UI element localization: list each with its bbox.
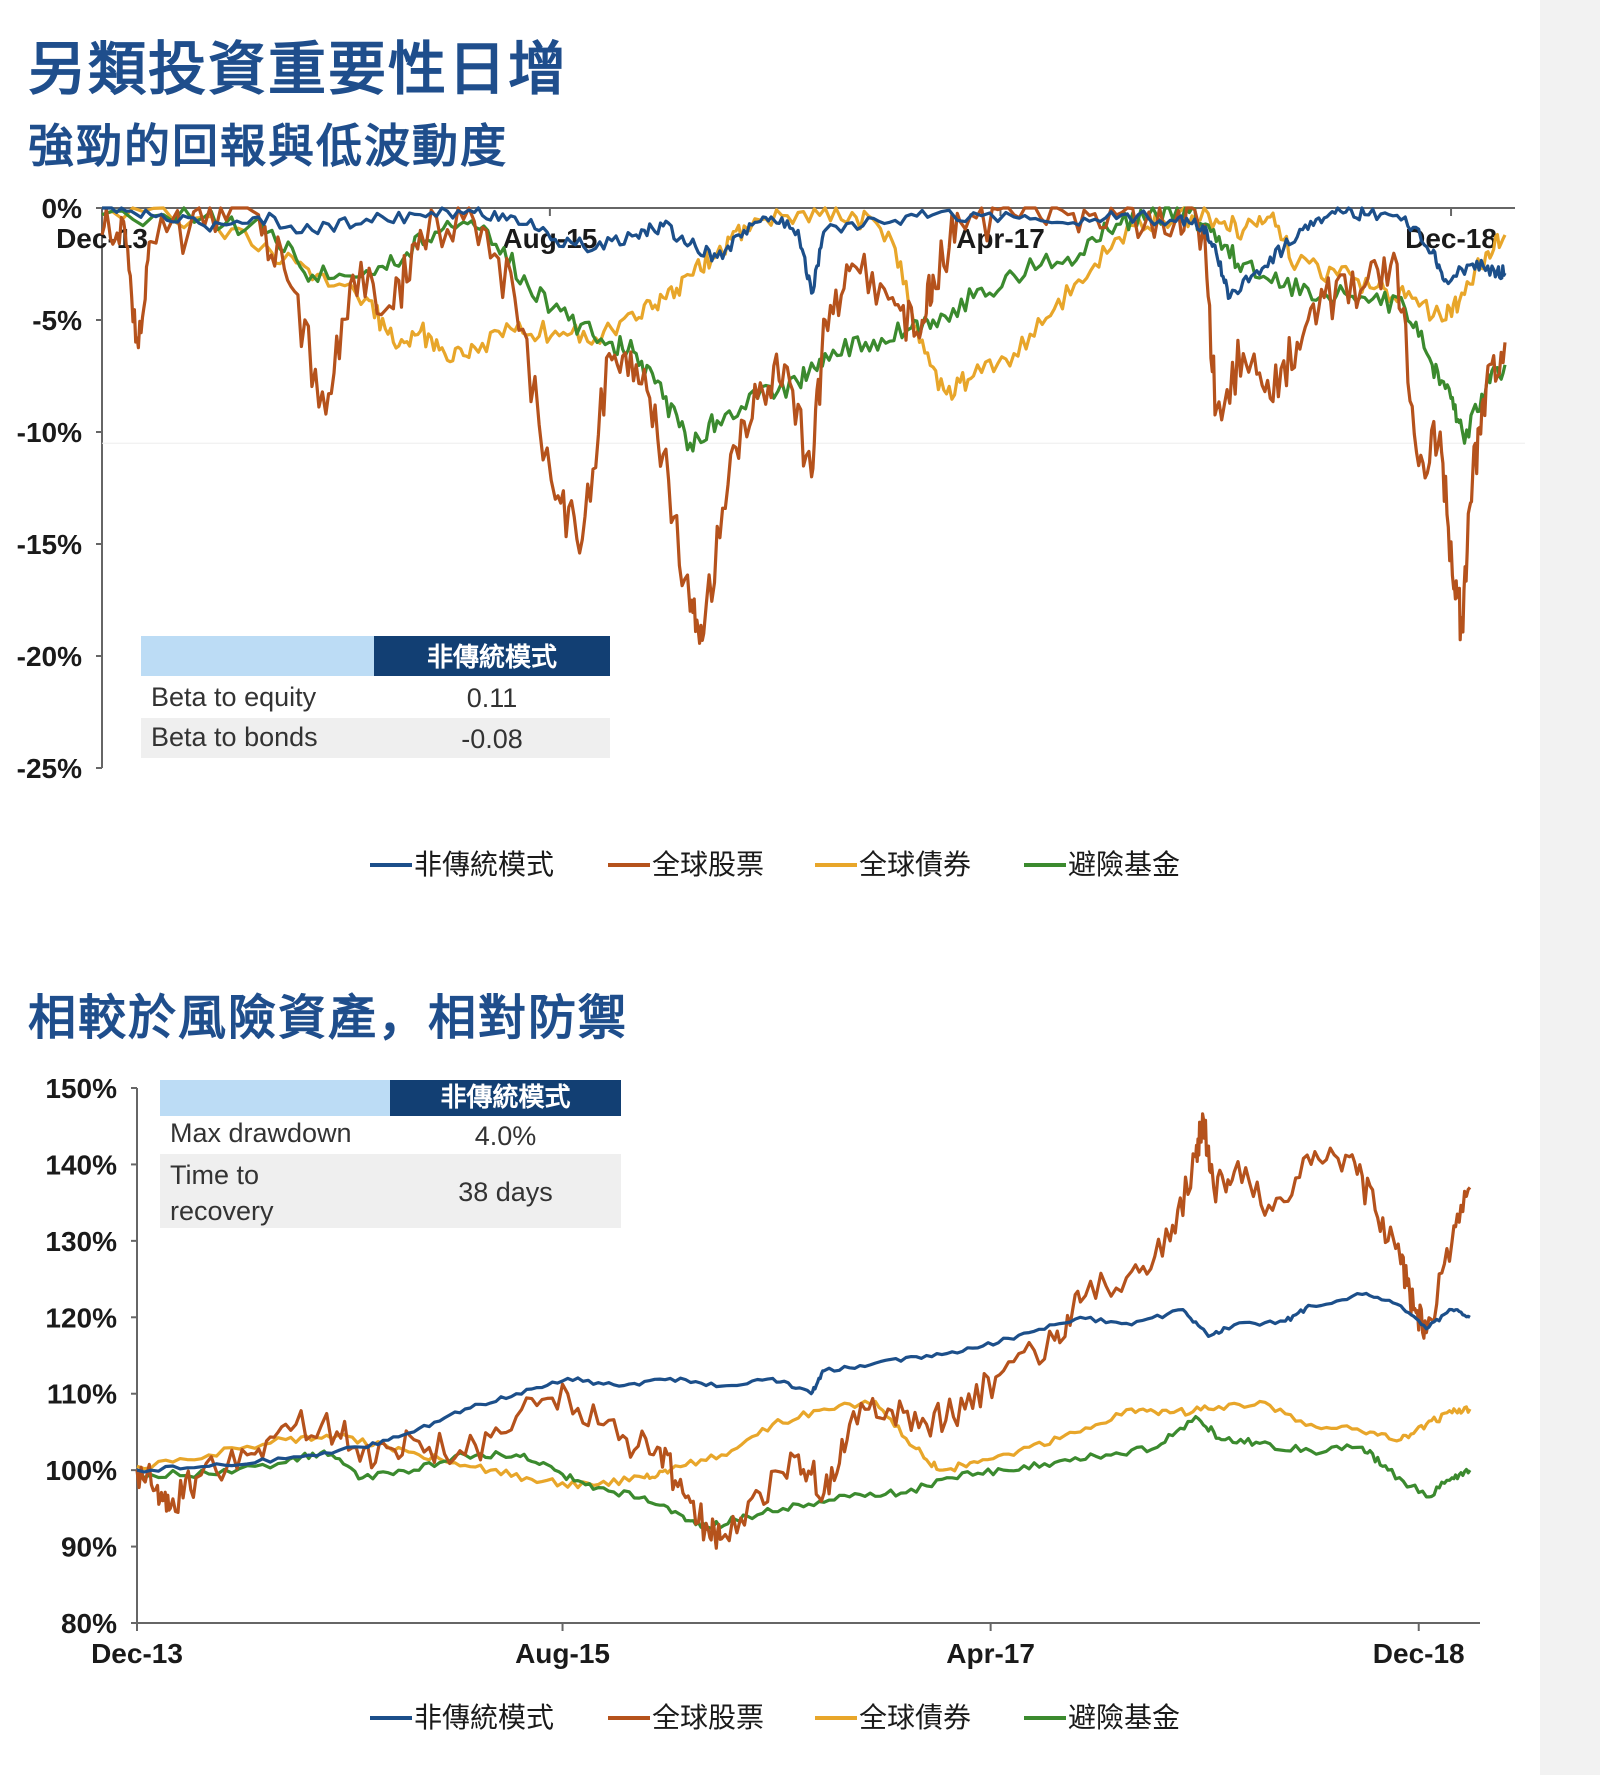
y-tick-label: -10%: [17, 417, 82, 448]
table-header-blank: [160, 1080, 390, 1116]
table-row-value: 0.11: [467, 683, 518, 713]
table-row-stripe: [160, 1154, 621, 1228]
series-line-bonds: [136, 1399, 1472, 1490]
x-tick-label: Dec-13: [56, 223, 148, 254]
table-header-cell: [374, 636, 610, 676]
y-tick-label: 80%: [61, 1608, 117, 1639]
table-header-label: 非傳統模式: [440, 1082, 570, 1113]
legend-label: 全球債券: [859, 1701, 971, 1734]
series-line-alt: [136, 1291, 1471, 1474]
chart-legend: 非傳統模式 全球股票 全球債券 避險基金: [370, 848, 1180, 881]
series-line-hedge: [136, 1415, 1472, 1531]
y-tick-label: -20%: [17, 641, 82, 672]
y-tick-label: 0%: [42, 193, 83, 224]
table-row-label: Beta to bonds: [151, 722, 318, 752]
y-tick-label: -25%: [17, 753, 82, 784]
table-row-label: Max drawdown: [170, 1118, 352, 1148]
legend-label: 全球債券: [859, 848, 971, 881]
table-row-label-line: Time to: [170, 1160, 259, 1190]
drawdown-chart: 0%-5%-10%-15%-20%-25%Dec-13 Aug-15 Apr-17 D…: [17, 193, 1525, 881]
y-tick-label: 150%: [45, 1073, 117, 1104]
x-tick-label: Aug-15: [515, 1638, 610, 1669]
series-line-alt: [102, 206, 1507, 300]
table-header-cell: [390, 1080, 621, 1116]
y-tick-label: -15%: [17, 529, 82, 560]
y-tick-label: 120%: [45, 1302, 117, 1333]
growth-chart: 150% 140% 130% 120% 110% 100% 90% 80%Dec-13 Aug-…: [45, 1073, 1480, 1734]
table-header-blank: [141, 636, 374, 676]
table-row-label: Beta to equity: [151, 682, 317, 712]
series-line-hedge: [101, 206, 1507, 453]
legend-label: 非傳統模式: [414, 1701, 554, 1734]
legend-label: 避險基金: [1068, 848, 1180, 881]
series-line-equity: [100, 206, 1507, 645]
legend-label: 全球股票: [652, 1701, 764, 1734]
x-tick-label: Dec-18: [1373, 1638, 1465, 1669]
x-tick-label: Apr-17: [956, 223, 1045, 254]
table-row-value: 4.0%: [475, 1121, 537, 1151]
x-tick-label: Apr-17: [946, 1638, 1035, 1669]
series-line-equity: [135, 1112, 1472, 1550]
chart2-title: 相較於風險資產，相對防禦: [28, 990, 629, 1046]
legend-label: 非傳統模式: [414, 848, 554, 881]
y-tick-label: -5%: [32, 305, 82, 336]
legend-label: 全球股票: [652, 848, 764, 881]
series-line-bonds: [101, 206, 1507, 401]
y-tick-label: 110%: [47, 1379, 117, 1410]
chart1-subtitle: 強勁的回報與低波動度: [28, 119, 508, 173]
y-tick-label: 140%: [45, 1149, 117, 1180]
y-tick-label: 90%: [61, 1532, 117, 1563]
y-tick-label: 100%: [45, 1455, 117, 1486]
table-row-label-line: recovery: [170, 1196, 274, 1226]
table-header-label: 非傳統模式: [427, 642, 557, 673]
right-margin-strip: [1540, 0, 1600, 1775]
y-tick-label: 130%: [45, 1226, 117, 1257]
x-tick-label: Dec-13: [91, 1638, 183, 1669]
stats-table: 非傳統模式 Beta to equity 0.11 Beta to bonds -0.0…: [141, 636, 610, 758]
legend-label: 避險基金: [1068, 1701, 1180, 1734]
table-row-stripe: [141, 718, 610, 758]
table-row-value: 38 days: [458, 1177, 553, 1207]
chart-legend: 非傳統模式 全球股票 全球債券 避險基金: [370, 1701, 1180, 1734]
table-row-value: -0.08: [461, 724, 523, 754]
page-title: 另類投資重要性日增: [28, 35, 569, 103]
